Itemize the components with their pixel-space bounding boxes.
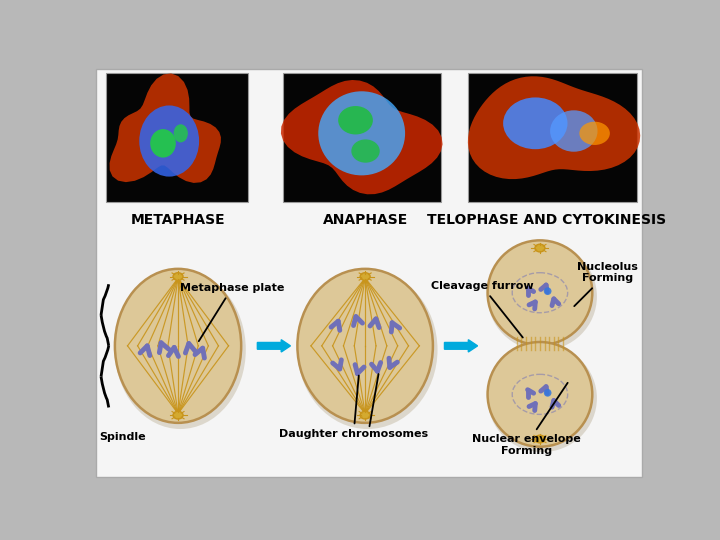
Circle shape (544, 389, 552, 397)
Ellipse shape (535, 244, 545, 252)
Ellipse shape (550, 110, 598, 152)
Text: Spindle: Spindle (99, 432, 146, 442)
Ellipse shape (487, 240, 593, 345)
Ellipse shape (338, 106, 373, 134)
Ellipse shape (297, 271, 438, 429)
Ellipse shape (360, 273, 370, 280)
Bar (467, 72, 637, 202)
Ellipse shape (487, 342, 593, 447)
Text: Nuclear envelope
Forming: Nuclear envelope Forming (472, 383, 580, 456)
Ellipse shape (318, 91, 405, 176)
Ellipse shape (503, 97, 567, 149)
Ellipse shape (139, 105, 199, 177)
Text: TELOPHASE AND CYTOKINESIS: TELOPHASE AND CYTOKINESIS (426, 213, 666, 227)
Ellipse shape (115, 269, 241, 423)
Bar (283, 72, 441, 202)
Ellipse shape (535, 435, 545, 443)
Ellipse shape (360, 411, 370, 419)
Ellipse shape (173, 273, 183, 280)
Ellipse shape (173, 411, 183, 419)
Circle shape (544, 287, 552, 295)
Ellipse shape (174, 124, 188, 143)
Ellipse shape (115, 271, 246, 429)
Text: Metaphase plate: Metaphase plate (180, 283, 284, 341)
Ellipse shape (487, 345, 597, 452)
Ellipse shape (297, 269, 433, 423)
Ellipse shape (351, 139, 379, 163)
Ellipse shape (487, 242, 597, 350)
Polygon shape (109, 73, 221, 183)
Text: METAPHASE: METAPHASE (131, 213, 225, 227)
Polygon shape (468, 76, 640, 179)
Text: Cleavage furrow: Cleavage furrow (431, 281, 534, 338)
Bar (106, 72, 248, 202)
FancyArrow shape (444, 340, 477, 352)
Text: ANAPHASE: ANAPHASE (323, 213, 408, 227)
Polygon shape (281, 80, 443, 194)
Text: Nucleolus
Forming: Nucleolus Forming (575, 262, 638, 306)
FancyArrow shape (257, 340, 290, 352)
Text: Daughter chromosomes: Daughter chromosomes (279, 375, 428, 439)
Ellipse shape (580, 122, 610, 145)
Ellipse shape (150, 129, 176, 158)
